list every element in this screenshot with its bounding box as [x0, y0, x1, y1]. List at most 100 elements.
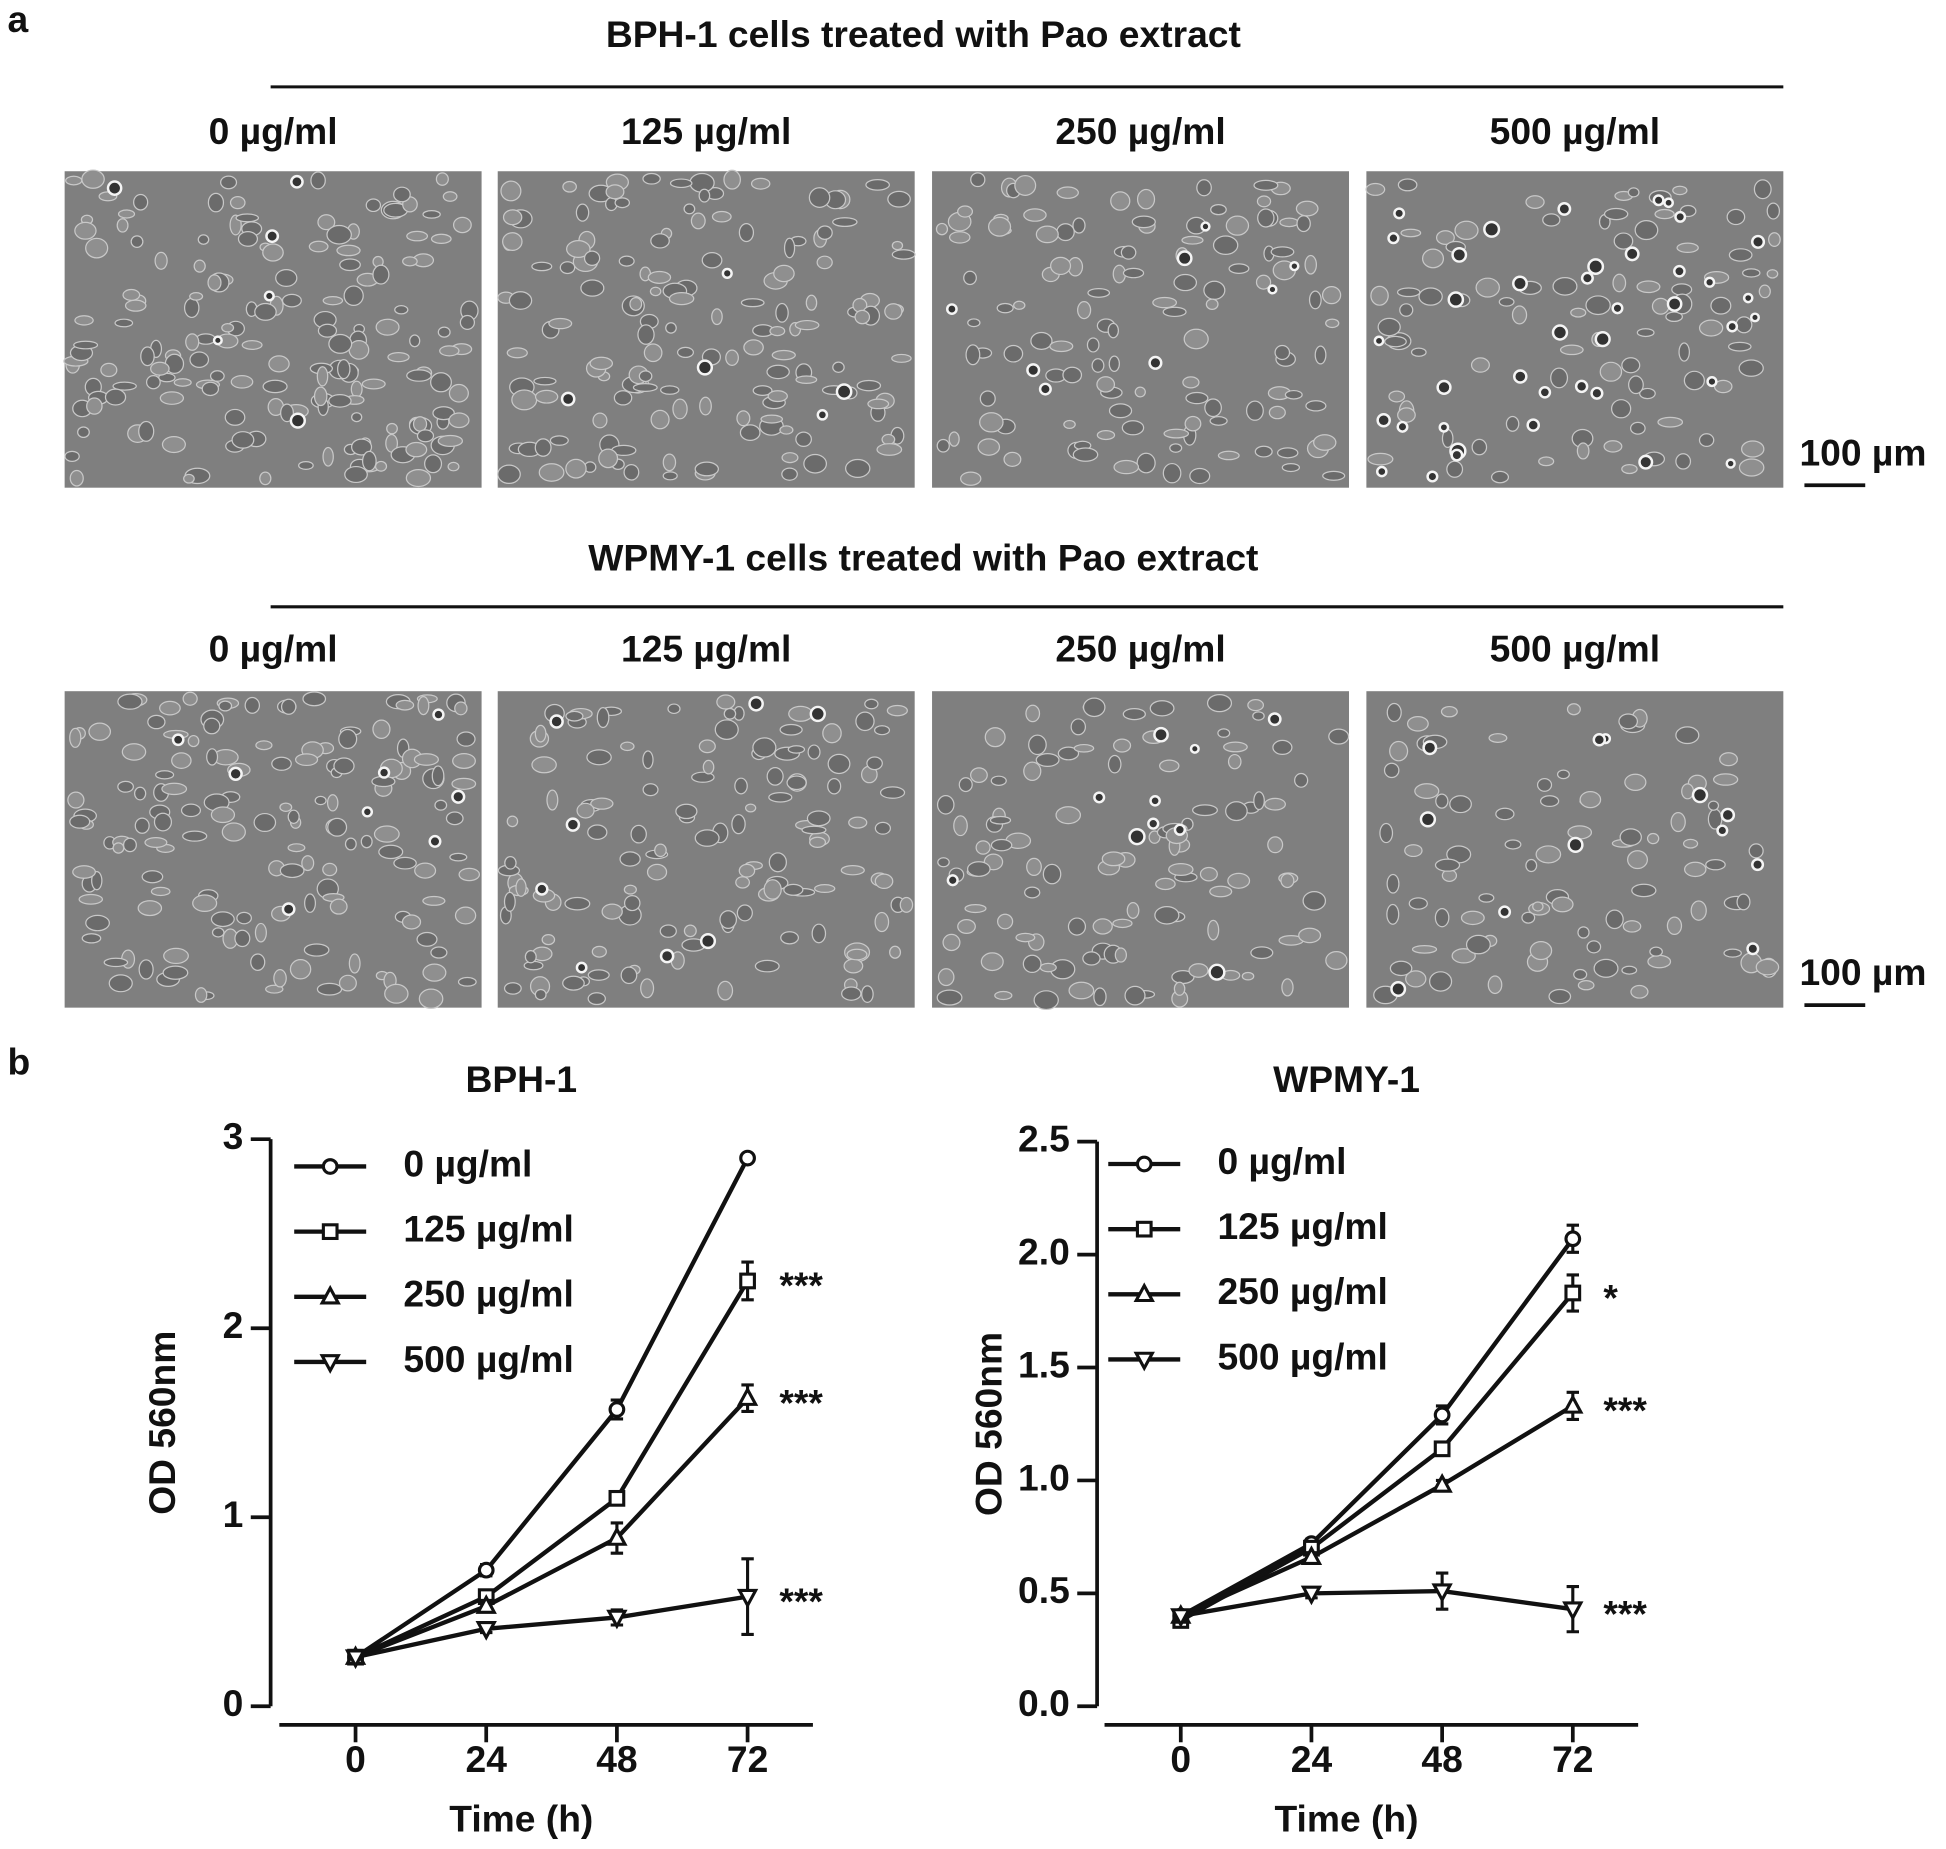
round-cell: [1749, 312, 1760, 323]
cell: [662, 453, 677, 472]
significance: ***: [779, 1381, 823, 1423]
cell: [401, 914, 422, 930]
cell: [1110, 191, 1131, 211]
cell: [662, 471, 678, 481]
cell: [1525, 858, 1538, 873]
cell: [327, 817, 348, 837]
round-cell: [816, 409, 829, 421]
cell: [816, 225, 833, 240]
cell: [683, 203, 696, 215]
cell: [591, 945, 607, 958]
round-cell: [432, 708, 445, 721]
cell: [1122, 707, 1146, 721]
cell: [1268, 405, 1286, 420]
marker: [344, 1649, 367, 1670]
cell: [386, 422, 398, 435]
cell: [452, 752, 476, 769]
cell: [1257, 208, 1275, 228]
scale-bar-label: 100 µm: [1799, 951, 1926, 993]
cell: [1023, 761, 1042, 781]
cell: [958, 777, 973, 793]
cell: [1573, 968, 1588, 981]
cell: [534, 389, 559, 404]
cell: [1112, 918, 1133, 929]
cell: [1280, 873, 1295, 889]
cell: [1112, 738, 1132, 753]
cell: [303, 943, 330, 957]
cell: [739, 424, 761, 442]
cell: [1212, 235, 1239, 256]
cell: [781, 452, 799, 464]
round-cell: [1153, 726, 1169, 743]
cell: [287, 843, 306, 853]
cell: [1050, 256, 1072, 276]
cell: [122, 288, 141, 302]
round-cell: [1267, 284, 1278, 295]
cell: [650, 233, 670, 249]
cell: [271, 756, 292, 771]
cell: [1154, 906, 1180, 925]
round-cell: [1208, 963, 1226, 981]
cell: [255, 740, 273, 751]
cell: [1181, 235, 1204, 245]
cell: [1566, 703, 1581, 716]
marker: [608, 1401, 626, 1418]
cell: [1072, 217, 1086, 234]
cell: [1386, 702, 1402, 723]
cell: [360, 834, 373, 849]
cell: [1185, 391, 1209, 405]
cell: [1305, 400, 1327, 412]
x-tick-label: 24: [466, 1738, 508, 1780]
cell: [1690, 900, 1707, 921]
cell: [855, 711, 875, 732]
cell: [660, 385, 680, 395]
cell: [643, 343, 663, 363]
round-cell: [1419, 811, 1437, 828]
cell: [1228, 263, 1250, 274]
cell: [1649, 946, 1663, 957]
cell: [683, 924, 697, 938]
cell: [935, 222, 949, 236]
cell: [339, 258, 361, 272]
cell: [1753, 179, 1772, 200]
y-tick-label: 0: [223, 1682, 244, 1724]
cell: [1136, 452, 1156, 474]
cell: [565, 710, 584, 722]
round-cell: [1652, 194, 1665, 207]
round-cell: [1450, 448, 1464, 462]
cell: [1671, 283, 1693, 296]
cell: [375, 318, 400, 336]
cell: [147, 714, 166, 730]
cell: [322, 296, 344, 306]
round-cell: [1436, 379, 1452, 395]
cell: [1538, 456, 1555, 467]
group-title: WPMY-1 cells treated with Pao extract: [588, 537, 1258, 579]
cell: [1225, 215, 1250, 236]
micrograph: [932, 171, 1350, 488]
cell: [1126, 901, 1140, 919]
cell: [304, 893, 317, 913]
cell: [193, 259, 206, 273]
cell: [783, 237, 796, 259]
cell: [775, 302, 789, 323]
cell: [1067, 917, 1087, 936]
cell: [672, 398, 688, 420]
x-tick-label: 72: [727, 1738, 768, 1780]
legend-label: 0 µg/ml: [403, 1142, 532, 1184]
cell: [1028, 734, 1047, 756]
cell: [273, 969, 287, 988]
cell: [1414, 783, 1440, 800]
cell: [538, 463, 565, 482]
cell: [100, 362, 118, 378]
cell: [1024, 886, 1041, 899]
cell: [1388, 390, 1406, 403]
cell: [88, 722, 112, 741]
cell: [1535, 845, 1562, 864]
cell: [289, 959, 312, 980]
cell: [1525, 195, 1545, 209]
cell: [957, 205, 974, 218]
cell: [1189, 467, 1211, 485]
cell: [752, 385, 773, 397]
cell: [702, 759, 715, 775]
